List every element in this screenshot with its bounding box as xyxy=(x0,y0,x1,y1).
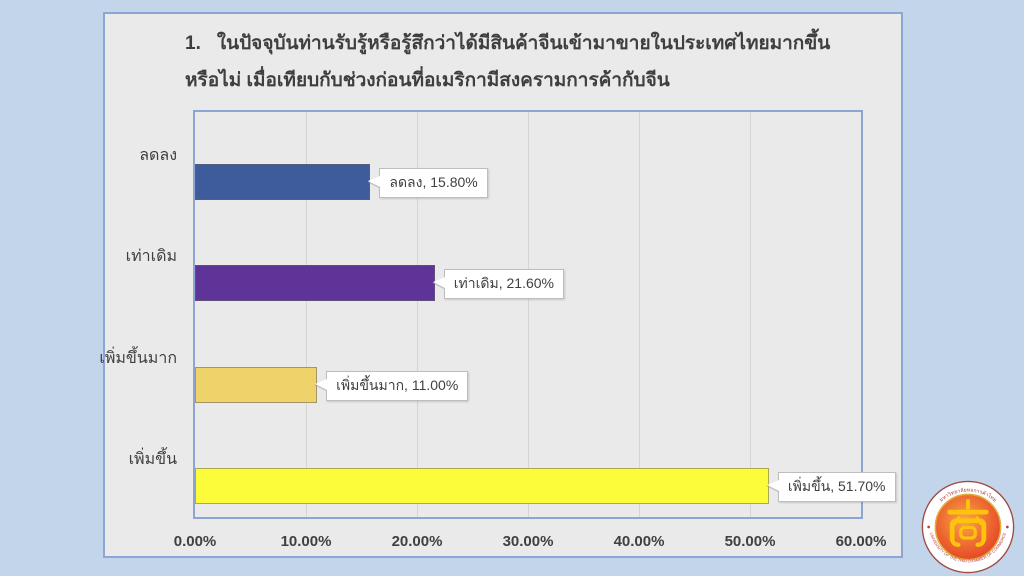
plot-area: ลดลง, 15.80% เท่าเดิม, 21.60% เพิ่มขึ้นมาก… xyxy=(193,110,896,519)
bar-2 xyxy=(195,265,435,302)
bar-data-label: ลดลง, 15.80% xyxy=(379,168,488,198)
bar-4 xyxy=(195,467,769,504)
x-axis-tick-label: 0.00% xyxy=(173,533,217,550)
question-text: ในปัจจุบันท่านรับรู้หรือรู้สึกว่าได้มีสิ… xyxy=(216,33,831,54)
chart-title: 1. ในปัจจุบันท่านรับรู้หรือรู้สึกว่าได้มี… xyxy=(185,25,887,99)
category-label: เพิ่มขึ้น xyxy=(128,450,177,468)
chart-title-line2: หรือไม่ เมื่อเทียบกับช่วงก่อนที่อเมริกาม… xyxy=(185,70,670,91)
x-axis-tick-label: 40.00% xyxy=(613,533,665,550)
gridline xyxy=(417,112,418,517)
logo-ring-star-left xyxy=(927,525,930,529)
x-axis-tick-label: 60.00% xyxy=(835,533,887,550)
bar-data-label: เพิ่มขึ้น, 51.70% xyxy=(777,471,896,502)
gridline xyxy=(750,112,751,517)
thai-chamber-of-commerce-logo: มหาวิทยาลัยหอการค้าไทย UNIVERSITY OF THE… xyxy=(921,480,1015,574)
gridline xyxy=(639,112,640,517)
x-axis-tick-label: 20.00% xyxy=(391,533,443,550)
x-axis-tick-label: 10.00% xyxy=(280,533,332,550)
chart-title-line1: 1. ในปัจจุบันท่านรับรู้หรือรู้สึกว่าได้มี… xyxy=(185,25,887,62)
bar-data-label: เพิ่มขึ้นมาก, 11.00% xyxy=(326,370,469,401)
bar-3 xyxy=(195,366,318,403)
category-label: เพิ่มขึ้นมาก xyxy=(99,349,177,367)
bar-data-label: เท่าเดิม, 21.60% xyxy=(443,269,564,300)
logo-ring-star-right xyxy=(1006,525,1009,529)
shang-glyph-icon xyxy=(947,499,989,547)
question-number: 1. xyxy=(185,33,201,54)
gridline xyxy=(528,112,529,517)
category-label: เท่าเดิม xyxy=(125,248,177,266)
chart-frame: 1. ในปัจจุบันท่านรับรู้หรือรู้สึกว่าได้มี… xyxy=(99,12,903,558)
x-axis-tick-label: 50.00% xyxy=(724,533,776,550)
bar-1 xyxy=(195,164,371,200)
category-label: ลดลง xyxy=(139,147,177,164)
gridline xyxy=(306,112,307,517)
x-axis-tick-label: 30.00% xyxy=(502,533,554,550)
